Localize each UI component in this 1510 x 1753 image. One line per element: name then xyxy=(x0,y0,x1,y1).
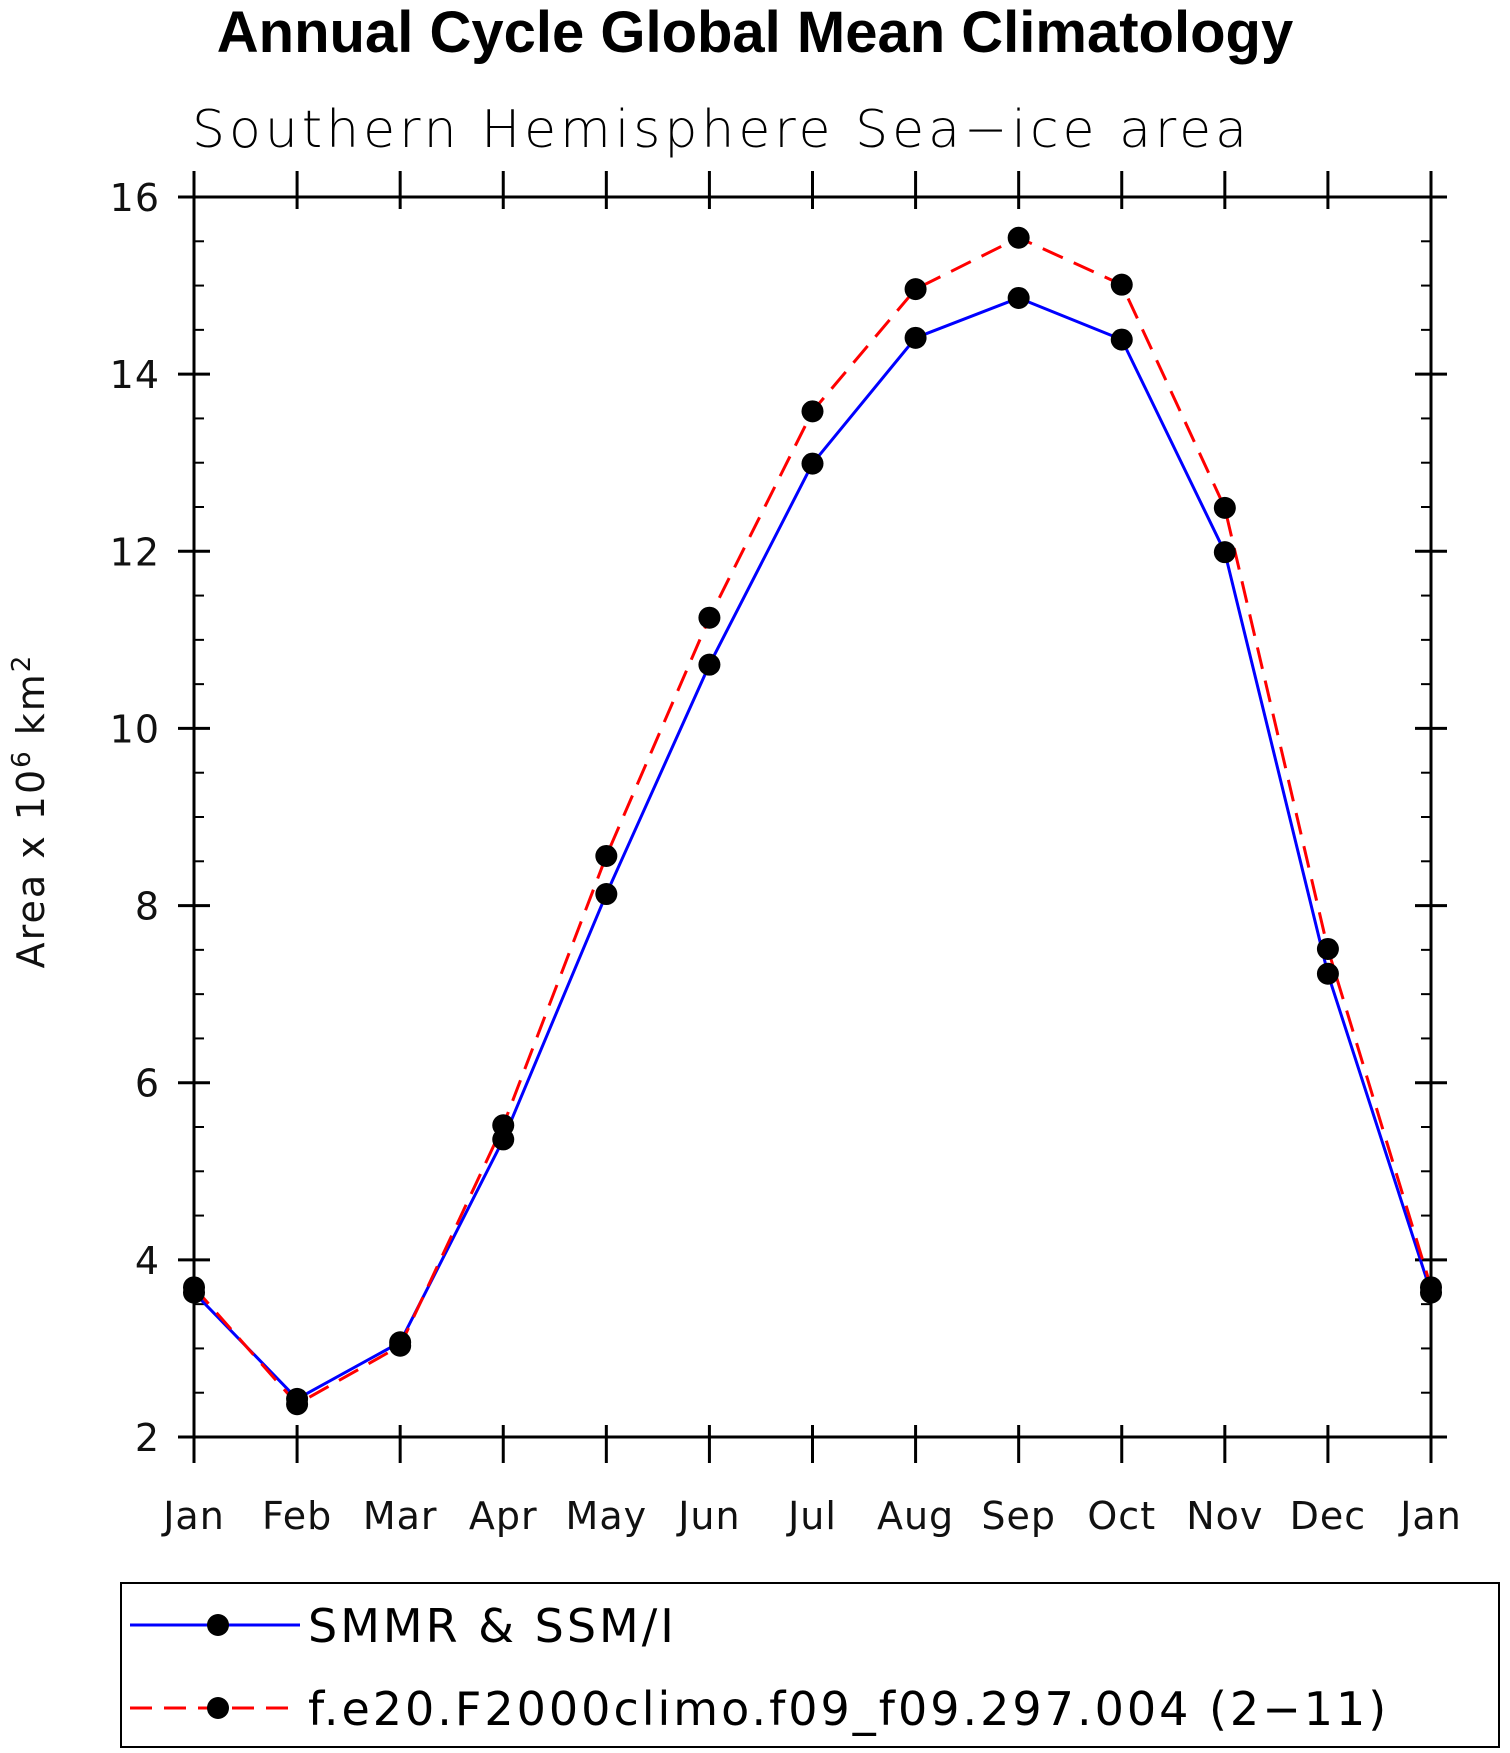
series-0-point xyxy=(801,452,824,475)
legend-box xyxy=(120,1582,1500,1748)
y-tick-label: 4 xyxy=(135,1239,160,1283)
y-tick-label: 12 xyxy=(110,530,160,574)
y-axis-label: Area x 106 km2 xyxy=(7,654,53,969)
axis-ticks xyxy=(178,171,1447,1463)
series-1-point xyxy=(1420,1276,1442,1299)
series-1-point xyxy=(286,1393,309,1416)
series-0-point xyxy=(1007,286,1030,309)
y-tick-label: 16 xyxy=(110,176,160,220)
legend-label-smmr: SMMR & SSM/I xyxy=(308,1599,677,1653)
series-1-point xyxy=(492,1114,515,1137)
series-0-point xyxy=(1110,328,1133,351)
legend-label-model: f.e20.F2000climo.f09_f09.297.004 (2−11) xyxy=(308,1682,1389,1736)
chart-subtitle: Southern Hemisphere Sea−ice area xyxy=(192,100,1251,160)
x-tick-labels: Jan Feb Mar Apr May Jun Jul Aug Sep Oct Nov Dec Jan xyxy=(161,1494,1462,1538)
x-tick-label: Jul xyxy=(786,1494,837,1538)
y-tick-label: 10 xyxy=(110,707,160,751)
y-tick-label: 6 xyxy=(135,1062,160,1106)
series-1-point xyxy=(1316,937,1339,960)
y-axis-label-exp: 6 xyxy=(7,749,37,768)
x-tick-label: Feb xyxy=(262,1494,332,1538)
chart-title: Annual Cycle Global Mean Climatology xyxy=(217,0,1293,65)
x-tick-label: Sep xyxy=(981,1494,1056,1538)
series-0-point xyxy=(904,326,927,349)
legend: SMMR & SSM/I f.e20.F2000climo.f09_f09.29… xyxy=(120,1582,1500,1748)
series-layer xyxy=(183,226,1442,1416)
series-1-point xyxy=(1007,226,1030,249)
x-tick-label: Jun xyxy=(676,1494,740,1538)
x-tick-label: May xyxy=(566,1494,648,1538)
series-0-point xyxy=(1316,962,1339,985)
legend-marker-model xyxy=(207,1697,229,1719)
series-1-point xyxy=(698,606,721,629)
series-1-point xyxy=(183,1276,205,1299)
x-tick-label: Jan xyxy=(1398,1494,1462,1538)
series-1-point xyxy=(595,844,618,867)
x-tick-label: Dec xyxy=(1290,1494,1367,1538)
y-axis-label-unit-exp: 2 xyxy=(7,654,37,673)
series-1-point xyxy=(1213,496,1236,519)
x-tick-label: Jan xyxy=(161,1494,225,1538)
legend-marker-smmr xyxy=(207,1614,229,1636)
series-1-point xyxy=(389,1334,412,1357)
svg-text:Area x 106 km2: Area x 106 km2 xyxy=(7,654,53,969)
y-tick-labels: 2 4 6 8 10 12 14 16 xyxy=(110,176,160,1460)
series-0-point xyxy=(1213,541,1236,564)
y-tick-label: 2 xyxy=(135,1416,160,1460)
plot-frame xyxy=(192,195,1433,1439)
x-tick-label: Oct xyxy=(1087,1494,1156,1538)
series-1-point xyxy=(1110,273,1133,296)
x-tick-label: Aug xyxy=(877,1494,954,1538)
series-1-point xyxy=(904,278,927,301)
y-axis-label-prefix: Area x 10 xyxy=(9,768,53,968)
x-tick-label: Mar xyxy=(363,1494,438,1538)
series-0-point xyxy=(698,653,721,676)
y-axis-label-unit: km xyxy=(9,672,53,749)
y-tick-label: 14 xyxy=(110,353,160,397)
series-1-point xyxy=(801,400,824,423)
series-0-point xyxy=(595,883,618,906)
x-tick-label: Apr xyxy=(469,1494,538,1538)
y-tick-label: 8 xyxy=(135,885,160,929)
x-tick-label: Nov xyxy=(1186,1494,1263,1538)
